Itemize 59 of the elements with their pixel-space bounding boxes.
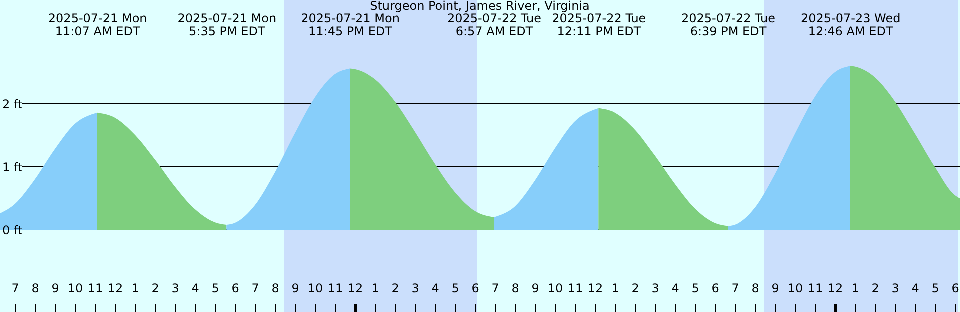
x-tick-label: 10 [68, 282, 84, 296]
x-tick-label: 9 [532, 282, 540, 296]
y-tick-label: 1 ft [2, 160, 23, 175]
x-tick-label: 10 [308, 282, 324, 296]
x-tick-label: 2 [872, 282, 880, 296]
x2-tick-label: 2025-07-22 Tue 6:39 PM EDT [681, 12, 776, 38]
x-tick-label: 2 [392, 282, 400, 296]
x-tick-label: 12 [108, 282, 124, 296]
x-tick-label: 4 [672, 282, 680, 296]
x2-tick-label: 2025-07-23 Wed 12:46 AM EDT [800, 12, 901, 38]
x-tick-label: 10 [548, 282, 564, 296]
x-tick-label: 5 [212, 282, 220, 296]
x-tick-label: 9 [52, 282, 60, 296]
x-tick-label: 12 [828, 282, 844, 296]
chart-title: Sturgeon Point, James River, Virginia [370, 0, 590, 13]
x2-tick-label: 2025-07-22 Tue 6:57 AM EDT [447, 12, 542, 38]
x-tick-label: 3 [412, 282, 420, 296]
x-tick-label: 9 [772, 282, 780, 296]
x2-tick-label: 2025-07-22 Tue 12:11 PM EDT [552, 12, 646, 38]
y-tick-label: 0 ft [2, 224, 23, 238]
x-tick-label: 5 [452, 282, 460, 296]
x-tick-label: 4 [432, 282, 440, 296]
x-tick-label: 7 [732, 282, 740, 296]
x-tick-label: 1 [132, 282, 140, 296]
x-tick-label: 6 [712, 282, 720, 296]
x-tick-label: 7 [492, 282, 500, 296]
x-tick-label: 3 [652, 282, 660, 296]
x-tick-label: 8 [512, 282, 520, 296]
x-tick-label: 8 [272, 282, 280, 296]
x-tick-label: 1 [612, 282, 620, 296]
x-tick-label: 8 [32, 282, 40, 296]
x-tick-label: 4 [912, 282, 920, 296]
x2-tick-label: 2025-07-21 Mon 11:45 PM EDT [301, 12, 400, 38]
x2-tick-label: 2025-07-21 Mon 5:35 PM EDT [178, 12, 277, 38]
x-tick-label: 4 [192, 282, 200, 296]
x-tick-label: 11 [808, 282, 824, 296]
x-tick-label: 7 [12, 282, 20, 296]
x-tick-label: 6 [232, 282, 240, 296]
x-tick-label: 11 [568, 282, 584, 296]
x-tick-label: 3 [892, 282, 900, 296]
x-tick-label: 11 [88, 282, 104, 296]
x-tick-label: 6 [952, 282, 960, 296]
x-tick-label: 12 [588, 282, 604, 296]
x-tick-label: 11 [328, 282, 344, 296]
x-tick-label: 1 [852, 282, 860, 296]
x-tick-label: 5 [932, 282, 940, 296]
x-tick-label: 2 [152, 282, 160, 296]
x-tick-label: 6 [472, 282, 480, 296]
x-tick-label: 12 [348, 282, 364, 296]
x-tick-label: 2 [632, 282, 640, 296]
y-tick-label: 2 ft [2, 98, 23, 112]
x-tick-label: 8 [752, 282, 760, 296]
x-tick-label: 5 [692, 282, 700, 296]
x-tick-label: 1 [372, 282, 380, 296]
x-tick-label: 7 [252, 282, 260, 296]
x-tick-label: 3 [172, 282, 180, 296]
x-tick-label: 9 [292, 282, 300, 296]
x-tick-label: 10 [788, 282, 804, 296]
x2-tick-label: 2025-07-21 Mon 11:07 AM EDT [48, 12, 148, 38]
